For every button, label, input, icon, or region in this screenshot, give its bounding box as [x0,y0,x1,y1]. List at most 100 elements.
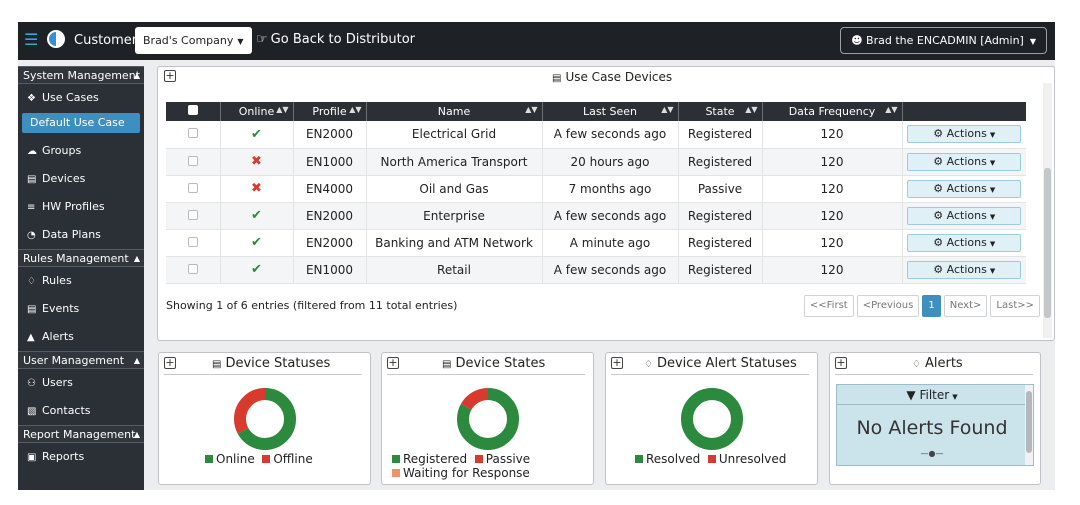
actions-label: Actions [946,262,987,276]
col-profile[interactable]: Profile ▲▼ [293,102,367,121]
actions-button[interactable]: ⚙ Actions ▼ [907,125,1022,144]
legend-item-offline: Offline [262,452,313,466]
sort-icon: ▲▼ [276,105,289,114]
col-online[interactable]: Online ▲▼ [220,102,294,121]
divider [387,374,585,375]
sidebar-section-report-management[interactable]: Report Management ▲ [18,425,144,443]
row-checkbox[interactable] [187,236,198,247]
table-row[interactable]: ✔ EN1000 Retail A few seconds ago Registered… [166,256,1026,284]
row-select-cell[interactable] [166,175,221,203]
alert-statuses-slice-resolved[interactable] [681,388,743,450]
table-row[interactable]: ✔ EN2000 Banking and ATM Network A minute a… [166,229,1026,257]
sort-icon: ▲▼ [885,105,898,114]
col-name-label: Name [437,105,471,118]
table-row[interactable]: ✔ EN2000 Electrical Grid A few seconds ago R… [166,121,1026,149]
filter-button[interactable]: ▼ Filter ▼ [837,385,1027,405]
row-select-cell[interactable] [166,148,221,176]
row-select-cell[interactable] [166,121,221,149]
row-select-cell[interactable] [166,256,221,284]
gear-icon: ⚙ [933,127,944,141]
sidebar-item-users[interactable]: ⚇ Users [18,369,144,397]
page-1-button[interactable]: 1 [922,295,941,317]
legend-swatch [474,455,483,463]
sidebar-section-rules-management[interactable]: Rules Management ▲ [18,249,144,267]
col-name[interactable]: Name ▲▼ [366,102,543,121]
select-all-header[interactable] [166,102,221,121]
scrollbar-thumb[interactable] [1026,391,1032,453]
users-icon: ⚇ [27,378,36,389]
states-slice-passive[interactable] [457,388,519,450]
col-state[interactable]: State ▲▼ [678,102,763,121]
expand-icon[interactable]: + [164,356,176,369]
sidebar-item-rules[interactable]: ♢ Rules [18,267,144,295]
sidebar-section-user-management[interactable]: User Management ▲ [18,351,144,369]
hdd-icon: ▤ [212,359,222,370]
row-select-cell[interactable] [166,229,221,257]
col-data-frequency[interactable]: Data Frequency ▲▼ [762,102,903,121]
expand-icon[interactable]: + [611,356,623,369]
next-page-button[interactable]: Next> [943,295,988,317]
go-back-label: Go Back to Distributor [270,32,416,47]
sidebar-item-events[interactable]: ▤ Events [18,295,144,323]
customer-select[interactable]: Brad's Company ▼ [135,27,252,54]
expand-icon[interactable]: + [835,356,847,369]
sidebar-item-hw-profiles[interactable]: ≡ HW Profiles [18,193,144,221]
actions-label: Actions [946,235,987,249]
row-select-cell[interactable] [166,202,221,230]
previous-page-button[interactable]: <Previous [856,295,920,317]
expand-icon[interactable]: + [387,356,399,369]
last-page-button[interactable]: Last>> [990,295,1040,317]
sidebar-section-label: Report Management [23,428,136,441]
collapse-icon: ▲ [133,356,140,365]
row-checkbox[interactable] [187,128,198,139]
sidebar-item-label: Reports [42,450,85,463]
sidebar-section-system-management[interactable]: System Management ▲ [18,66,144,84]
actions-button[interactable]: ⚙ Actions ▼ [907,260,1022,279]
table-row[interactable]: ✖ EN1000 North America Transport 20 hours a… [166,148,1026,176]
col-actions [902,102,1026,121]
first-page-button[interactable]: <<First [803,295,854,317]
row-checkbox[interactable] [187,209,198,220]
sidebar-item-groups[interactable]: ☁ Groups [18,137,144,165]
sidebar-item-alerts[interactable]: ▲ Alerts [18,323,144,351]
sidebar-item-reports[interactable]: ▣ Reports [18,443,144,471]
row-checkbox[interactable] [187,182,198,193]
actions-button[interactable]: ⚙ Actions ▼ [907,179,1022,198]
sidebar-item-use-cases[interactable]: ❖ Use Cases [18,84,144,112]
legend-swatch [392,469,400,477]
user-menu-button[interactable]: ☻ Brad the ENCADMIN [Admin] ▼ [840,27,1047,54]
alerts-scrollbar[interactable] [1025,385,1033,465]
menu-icon[interactable]: ☰ [24,30,39,49]
table-row[interactable]: ✔ EN2000 Enterprise A few seconds ago Regist… [166,202,1026,230]
go-back-link[interactable]: ☞ Go Back to Distributor [256,32,415,47]
legend-item-unresolved: Unresolved [707,452,786,466]
sidebar-item-default-use-case[interactable]: Default Use Case [22,113,140,133]
table-row[interactable]: ✖ EN4000 Oil and Gas 7 months ago Passive 120… [166,175,1026,203]
no-alerts-message: No Alerts Found [856,417,1008,439]
filter-label: Filter [919,388,950,402]
carousel-dots[interactable]: —●— [920,449,944,458]
actions-button[interactable]: ⚙ Actions ▼ [907,233,1022,252]
vertical-scrollbar[interactable] [1043,83,1052,338]
panel-title-text: Device States [455,356,546,371]
select-all-checkbox[interactable] [187,105,198,115]
col-last-seen[interactable]: Last Seen ▲▼ [542,102,679,121]
statuses-slice-offline[interactable] [234,388,296,450]
scrollbar-thumb[interactable] [1044,168,1051,318]
sidebar-item-devices[interactable]: ▤ Devices [18,165,144,193]
sidebar-item-label: Devices [42,172,86,185]
col-online-label: Online [238,105,275,118]
sidebar-item-contacts[interactable]: ▧ Contacts [18,397,144,425]
row-checkbox[interactable] [187,155,198,166]
caret-down-icon: ▼ [989,158,996,167]
row-checkbox[interactable] [187,263,198,274]
actions-button[interactable]: ⚙ Actions ▼ [907,206,1022,225]
sidebar-item-label: Data Plans [42,228,101,241]
actions-button[interactable]: ⚙ Actions ▼ [907,152,1022,171]
sidebar-item-data-plans[interactable]: ◔ Data Plans [18,221,144,249]
legend-label: Online [216,452,255,466]
expand-icon[interactable]: + [164,69,176,82]
states-legend: Registered Passive Waiting for Response [392,452,530,480]
filter-icon: ▼ [906,388,916,402]
sidebar: System Management ▲ ❖ Use Cases Default Use … [18,66,144,490]
